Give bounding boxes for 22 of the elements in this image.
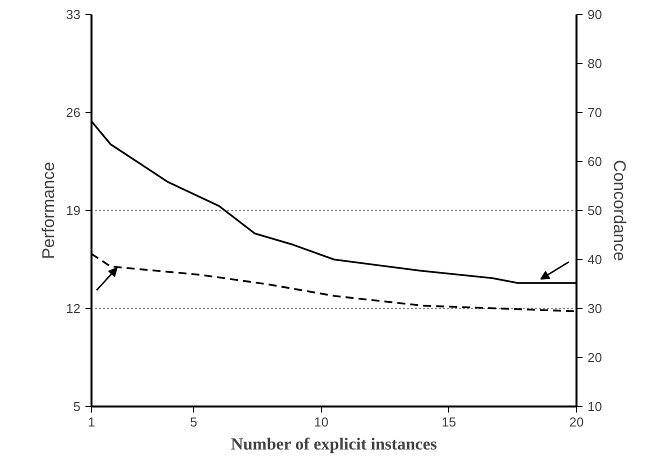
y2-tick-label: 80 <box>588 56 602 71</box>
y2-tick-label: 50 <box>588 203 602 218</box>
x-tick-label: 10 <box>314 414 328 430</box>
y2-tick-label: 10 <box>588 399 602 414</box>
y-tick-label: 26 <box>66 105 81 120</box>
y-axis-title: Performance <box>39 162 58 260</box>
y2-tick-label: 30 <box>588 301 602 316</box>
x-tick-label: 15 <box>442 414 456 430</box>
y2-tick-label: 40 <box>588 252 602 267</box>
y2-tick-label: 70 <box>588 105 602 120</box>
x-tick-label: 1 <box>88 414 96 430</box>
y-tick-label: 33 <box>66 7 81 22</box>
y2-tick-label: 60 <box>588 154 602 169</box>
x-tick-label: 5 <box>190 414 198 430</box>
y-tick-label: 19 <box>66 203 81 218</box>
x-tick-label: 20 <box>569 414 584 430</box>
y-tick-label: 12 <box>66 301 81 316</box>
x-axis-title: Number of explicit instances <box>230 434 438 454</box>
y2-tick-label: 90 <box>588 7 602 22</box>
y2-axis-title: Concordance <box>610 160 629 262</box>
y2-tick-label: 20 <box>588 350 602 365</box>
y-tick-label: 5 <box>73 399 81 414</box>
